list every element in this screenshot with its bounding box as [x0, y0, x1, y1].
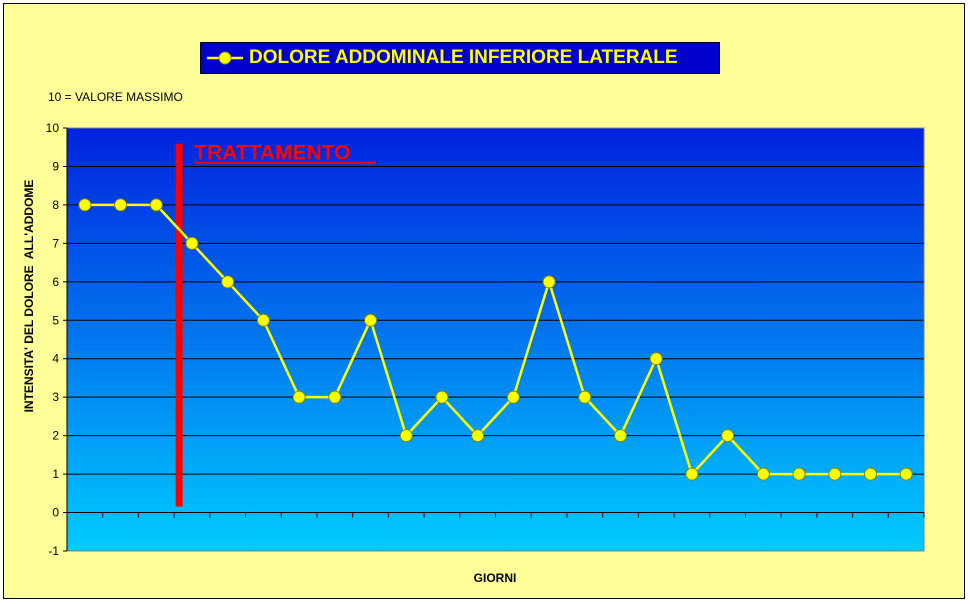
y-tick-label: 6 [52, 275, 59, 289]
y-tick-label: 2 [52, 429, 59, 443]
data-point [185, 236, 199, 250]
data-point [292, 390, 306, 404]
scale-note: 10 = VALORE MASSIMO [48, 90, 183, 104]
data-point [792, 467, 806, 481]
data-point [899, 467, 913, 481]
data-point [471, 429, 485, 443]
data-point [685, 467, 699, 481]
data-point [613, 429, 627, 443]
y-tick-label: 7 [52, 236, 59, 250]
data-point [863, 467, 877, 481]
y-axis-label: INTENSITA' DEL DOLORE ALL'ADDOME [22, 179, 36, 413]
treatment-label: TRATTAMENTO [194, 142, 350, 165]
data-point [578, 390, 592, 404]
y-tick-label: 9 [52, 159, 59, 173]
data-point [542, 275, 556, 289]
annotations: TRATTAMENTO [175, 142, 377, 507]
y-tick-labels: -1 0 1 2 3 4 5 6 7 8 9 10 [46, 121, 60, 558]
legend-label: DOLORE ADDOMINALE INFERIORE LATERALE [249, 47, 678, 68]
data-point [828, 467, 842, 481]
y-tick-label: -1 [48, 544, 59, 558]
plot-background [66, 127, 925, 552]
data-point [149, 198, 163, 212]
y-tick-label: 3 [52, 390, 59, 404]
data-point [256, 313, 270, 327]
data-point [399, 429, 413, 443]
x-axis-label: GIORNI [473, 571, 517, 585]
legend-marker-icon [207, 51, 243, 65]
data-point [649, 352, 663, 366]
data-point [114, 198, 128, 212]
axes [63, 127, 925, 552]
data-point [756, 467, 770, 481]
data-point [364, 313, 378, 327]
y-tick-label: 5 [52, 313, 59, 327]
data-point [328, 390, 342, 404]
data-point [435, 390, 449, 404]
y-tick-label: 4 [52, 352, 59, 366]
data-point [721, 429, 735, 443]
data-point [221, 275, 235, 289]
legend: DOLORE ADDOMINALE INFERIORE LATERALE [200, 42, 720, 74]
data-point [506, 390, 520, 404]
series-layer [78, 198, 913, 481]
y-tick-label: 10 [46, 121, 60, 135]
y-tick-label: 1 [52, 467, 59, 481]
data-point [78, 198, 92, 212]
y-tick-label: 8 [52, 198, 59, 212]
gridlines [67, 165, 924, 514]
y-tick-label: 0 [52, 506, 59, 520]
